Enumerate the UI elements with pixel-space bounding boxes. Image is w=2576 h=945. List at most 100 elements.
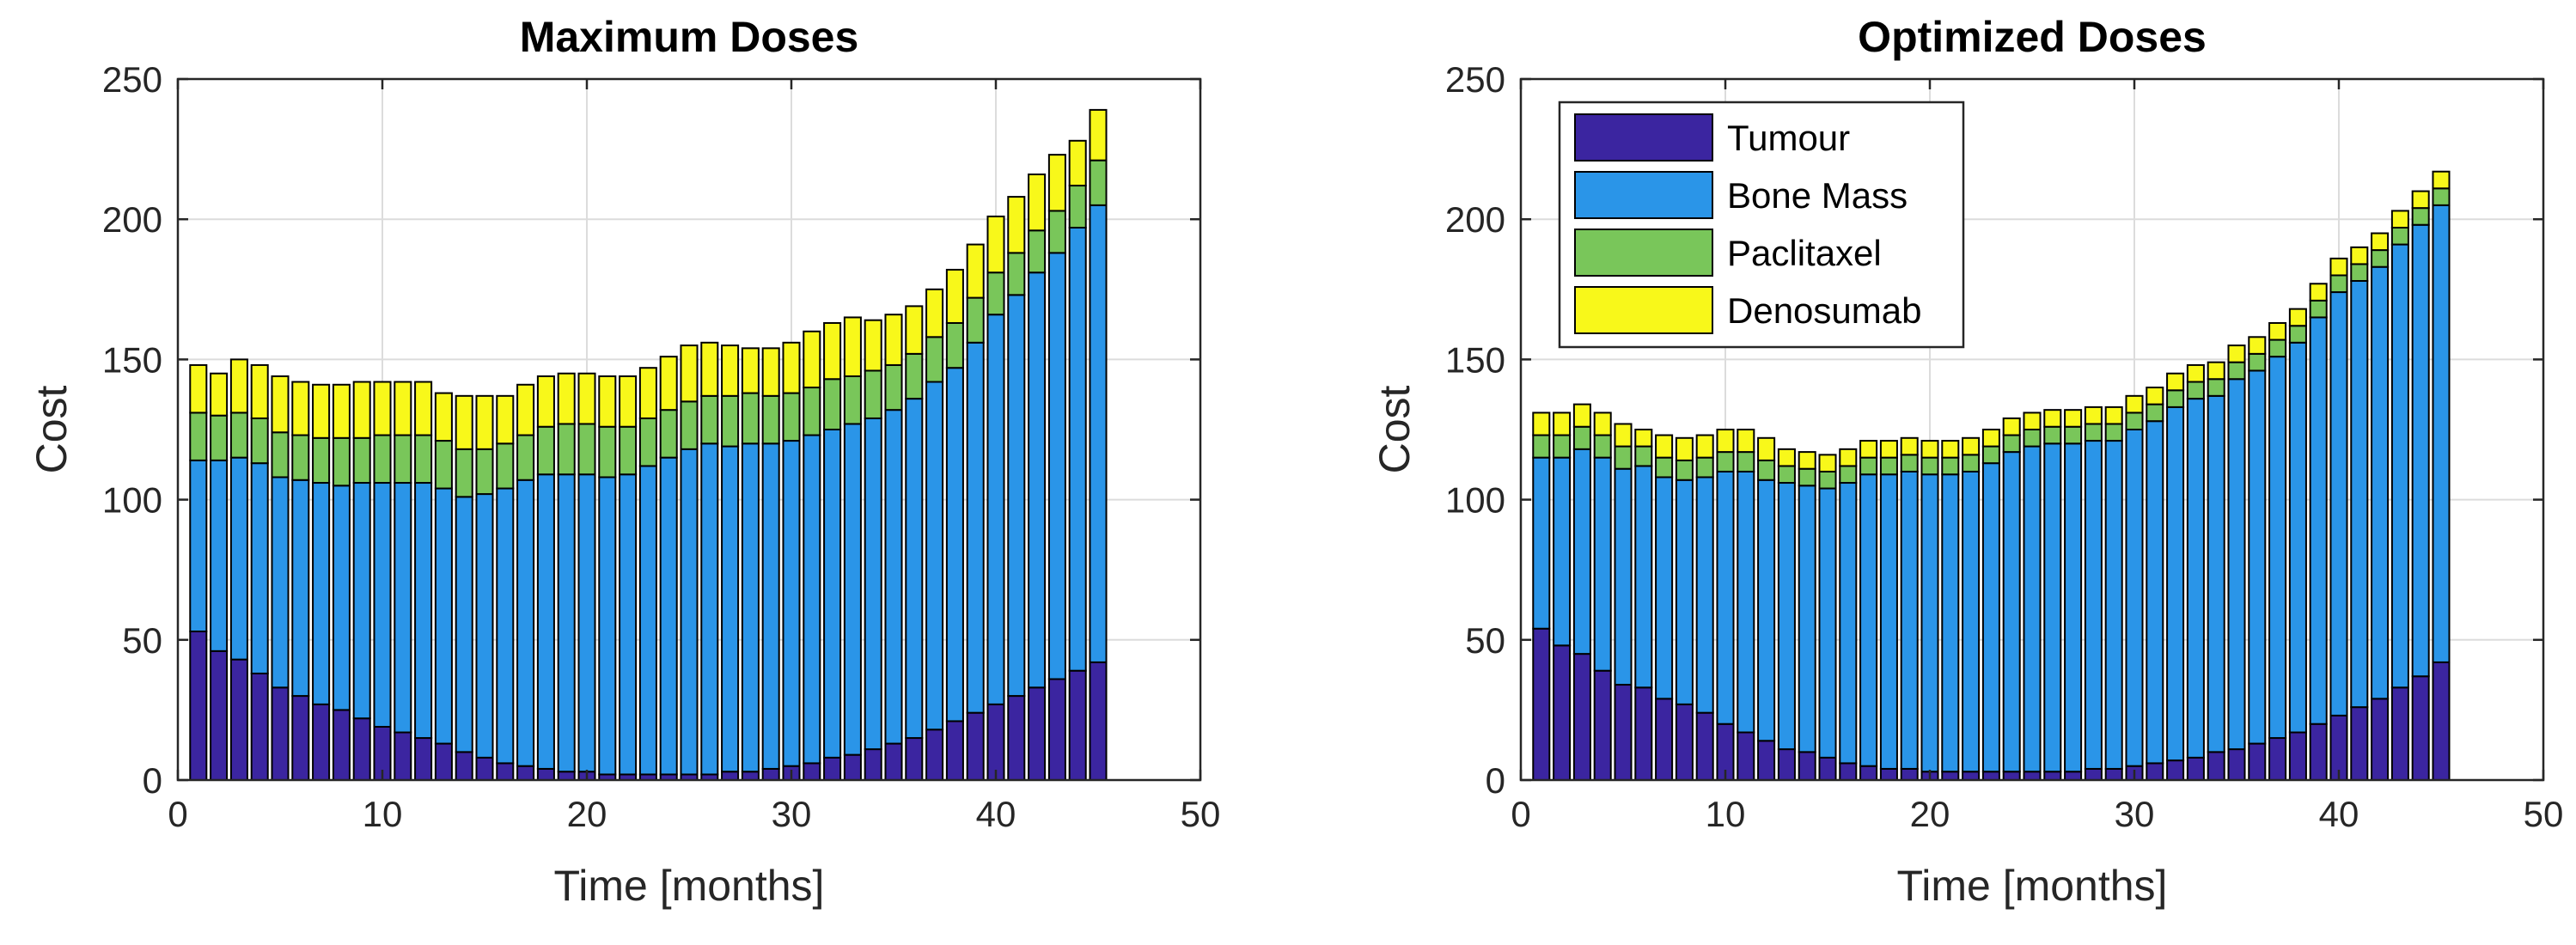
bar-tumour-month-33 [843,753,862,781]
axes-frame [1519,77,2545,782]
bar-denosumab-month-29 [761,347,780,397]
bar-paclitaxel-month-23 [1981,445,2000,465]
bar-bone-mass-month-35 [2227,378,2246,751]
bar-bone-mass-month-12 [414,482,433,740]
legend-label-paclitaxel: Paclitaxel [1727,233,1882,273]
bar-tumour-month-27 [2064,771,2083,782]
bar-bone-mass-month-25 [680,448,699,776]
bar-bone-mass-month-22 [619,473,638,776]
bar-denosumab-month-4 [250,363,269,419]
legend-swatch-bone-mass [1574,171,1713,219]
bar-paclitaxel-month-2 [210,414,229,461]
bar-paclitaxel-month-31 [803,387,821,436]
bar-bone-mass-month-40 [2329,291,2348,716]
bar-bone-mass-month-21 [598,476,617,776]
bar-paclitaxel-month-36 [2248,352,2267,372]
bar-paclitaxel-month-45 [1089,159,1108,206]
bar-denosumab-month-16 [496,394,515,445]
bar-tumour-month-1 [189,631,208,782]
bar-bone-mass-month-33 [843,423,862,756]
bar-tumour-month-22 [1962,771,1981,782]
bar-bone-mass-month-33 [2186,398,2205,759]
bar-paclitaxel-month-19 [557,423,576,476]
bar-paclitaxel-month-33 [843,375,862,425]
bar-denosumab-month-22 [1962,436,1981,456]
bar-denosumab-month-17 [1859,440,1878,459]
bar-denosumab-month-3 [1572,403,1591,428]
bar-bone-mass-month-34 [864,417,882,751]
bar-paclitaxel-month-21 [598,425,617,479]
bar-denosumab-month-41 [2350,246,2369,265]
bar-tumour-month-18 [1879,767,1898,782]
bar-denosumab-month-38 [945,268,964,324]
bar-tumour-month-38 [945,720,964,782]
bar-tumour-month-16 [496,762,515,781]
bar-paclitaxel-month-7 [1655,456,1674,479]
bar-paclitaxel-month-3 [229,412,248,459]
bar-tumour-month-35 [2227,748,2246,781]
bar-paclitaxel-month-29 [761,394,780,445]
bar-paclitaxel-month-26 [2043,425,2062,445]
bar-tumour-month-15 [1818,756,1837,782]
bar-tumour-month-9 [1695,711,1714,781]
bar-paclitaxel-month-26 [700,394,719,445]
bar-tumour-month-13 [1777,748,1796,781]
bar-tumour-month-2 [210,649,229,781]
bar-bone-mass-month-44 [1068,226,1087,672]
bar-tumour-month-29 [761,767,780,782]
bar-tumour-month-43 [1047,678,1066,781]
bar-tumour-month-6 [1634,686,1653,781]
bar-tumour-month-26 [2043,771,2062,782]
bar-bone-mass-month-1 [189,459,208,633]
bar-tumour-month-43 [2390,686,2409,781]
bar-bone-mass-month-5 [271,476,290,689]
bar-denosumab-month-11 [394,381,412,436]
x-tick-label: 10 [363,794,403,834]
bar-denosumab-month-14 [1798,451,1816,470]
bar-paclitaxel-month-16 [1839,465,1858,485]
bar-denosumab-month-39 [2309,283,2328,302]
bar-tumour-month-35 [884,742,903,782]
bar-bone-mass-month-7 [312,482,331,705]
bar-paclitaxel-month-1 [1532,434,1551,459]
bar-denosumab-month-7 [1655,434,1674,459]
bar-tumour-month-41 [2350,706,2369,782]
bar-denosumab-month-3 [229,358,248,414]
bar-denosumab-month-11 [1737,429,1755,454]
bar-denosumab-month-29 [2104,405,2123,425]
bar-paclitaxel-month-22 [1962,454,1981,472]
x-tick-label: 40 [2319,794,2359,834]
y-tick-label: 150 [102,339,162,380]
bar-paclitaxel-month-42 [1028,229,1047,274]
bar-denosumab-month-27 [2064,409,2083,428]
bar-bone-mass-month-43 [2390,243,2409,689]
bar-tumour-month-5 [1614,684,1633,782]
y-tick-label: 150 [1445,339,1505,380]
bar-denosumab-month-30 [782,341,801,394]
bar-tumour-month-31 [2146,762,2164,781]
bar-denosumab-month-5 [271,375,290,434]
bar-paclitaxel-month-1 [189,412,208,461]
bar-tumour-month-4 [250,672,269,781]
bar-paclitaxel-month-6 [291,434,310,481]
bar-paclitaxel-month-41 [1007,252,1026,296]
bar-denosumab-month-12 [1757,436,1776,461]
bar-paclitaxel-month-36 [905,352,924,400]
bar-denosumab-month-21 [1941,440,1960,459]
bar-paclitaxel-month-32 [2166,389,2185,408]
bar-denosumab-month-9 [1695,434,1714,459]
bar-paclitaxel-month-8 [1675,459,1694,481]
bar-bone-mass-month-28 [741,442,760,773]
bar-denosumab-month-20 [577,372,596,425]
bar-denosumab-month-35 [884,314,903,366]
bar-tumour-month-23 [1981,771,2000,782]
bar-bone-mass-month-26 [700,442,719,776]
bar-paclitaxel-month-20 [1920,456,1939,476]
bar-tumour-month-9 [352,717,371,781]
bar-denosumab-month-13 [1777,448,1796,467]
bar-tumour-month-12 [1757,740,1776,781]
bar-denosumab-month-39 [966,243,985,299]
chart-title: Optimized Doses [1858,13,2207,61]
bar-bone-mass-month-11 [394,482,412,734]
